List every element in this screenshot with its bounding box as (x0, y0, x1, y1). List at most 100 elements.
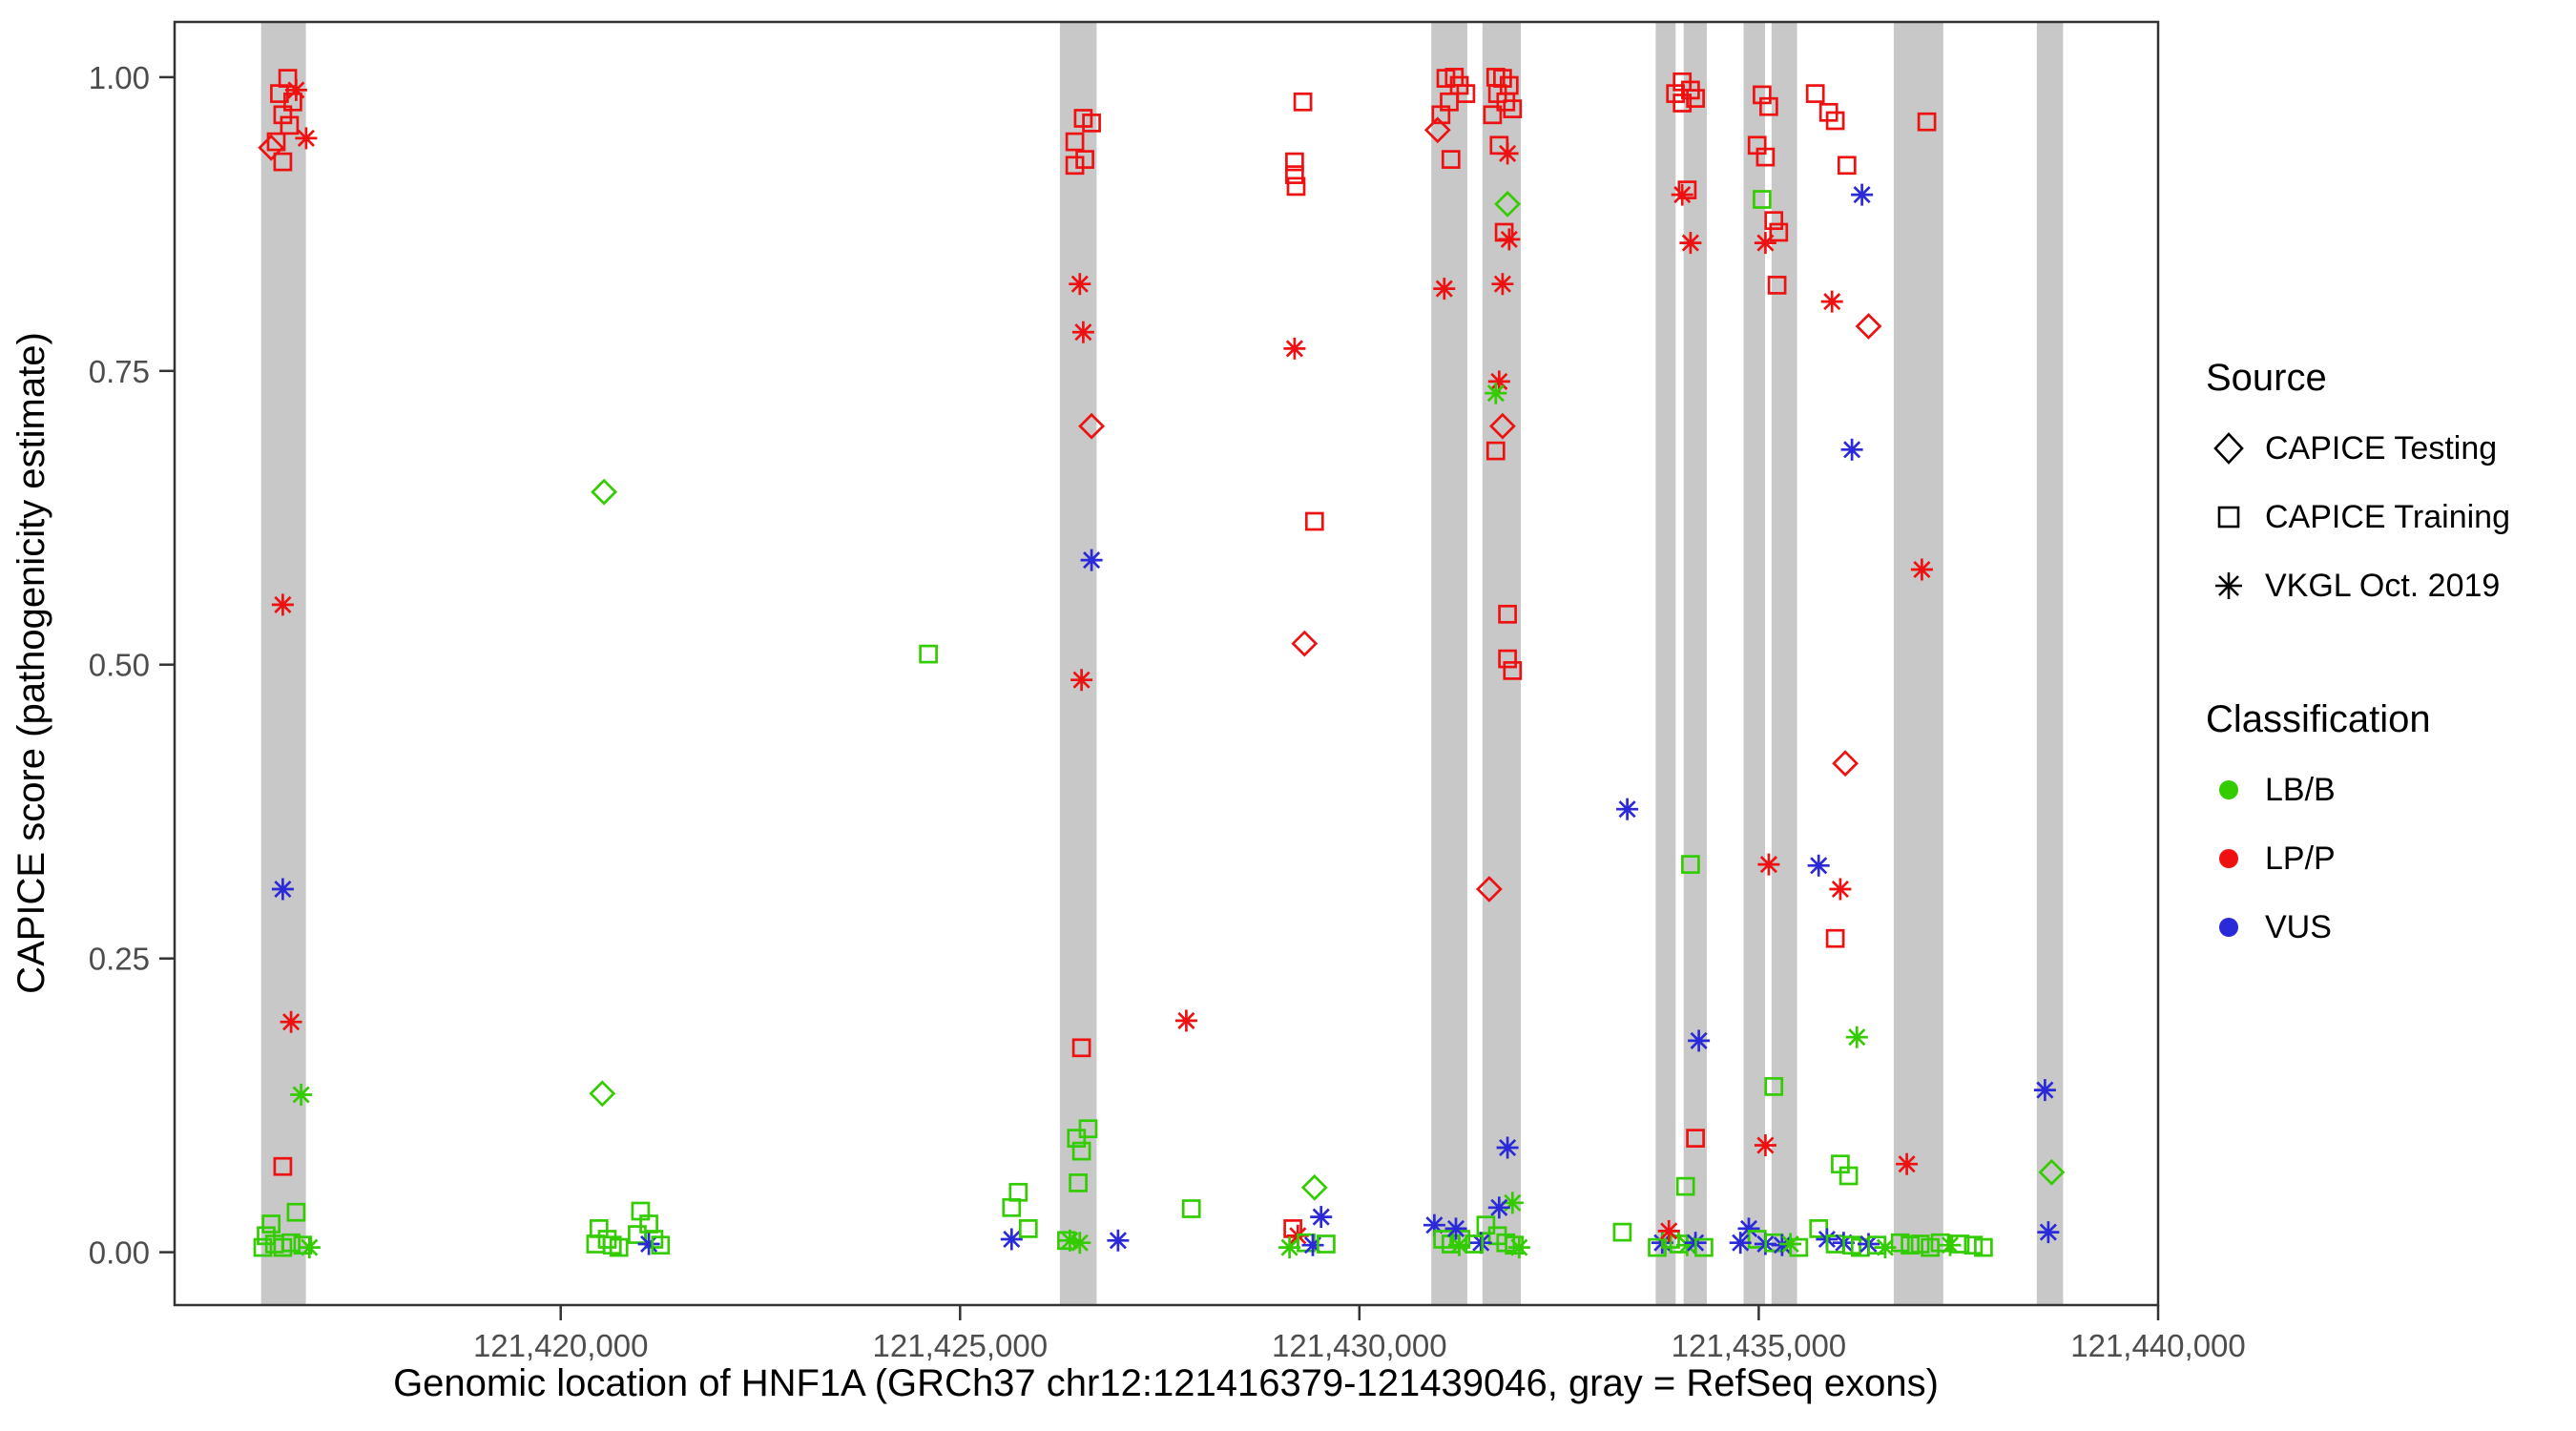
data-point (1754, 232, 1776, 255)
data-point (1286, 176, 1306, 197)
x-axis-tick-label: 121,425,000 (873, 1328, 1049, 1363)
data-point (1494, 190, 1522, 218)
legend-label-lbb: LB/B (2265, 771, 2336, 808)
data-point (1078, 1119, 1098, 1139)
data-point (1753, 190, 1772, 209)
data-point (1671, 183, 1693, 206)
data-point (1910, 558, 1933, 581)
x-axis-tick-label: 121,435,000 (1672, 1328, 1847, 1363)
y-axis-tick-label: 0.50 (89, 648, 150, 683)
y-axis-tick-label: 0.75 (89, 354, 150, 389)
data-point (273, 152, 293, 172)
data-point (1974, 1237, 1993, 1257)
data-point (1107, 1229, 1130, 1252)
data-point (281, 1233, 301, 1253)
data-point (1285, 152, 1304, 172)
data-point (1057, 1231, 1076, 1251)
data-point (1754, 1134, 1776, 1156)
data-point (1839, 1166, 1859, 1186)
data-point (1657, 1219, 1680, 1242)
data-point (1488, 412, 1516, 440)
green-dot-icon (2219, 780, 2238, 799)
legend-spacer (2206, 620, 2574, 696)
data-point (1485, 382, 1507, 404)
data-point (273, 1156, 293, 1176)
x-axis-title: Genomic location of HNF1A (GRCh37 chr12:… (393, 1362, 1939, 1404)
y-axis-tick-label: 1.00 (89, 60, 150, 95)
legend-source-title: Source (2206, 357, 2327, 399)
data-point (1901, 1235, 1920, 1255)
legend-item-capice-testing: CAPICE Testing (2206, 414, 2574, 483)
data-point (261, 1214, 281, 1234)
data-point (1694, 1237, 1714, 1257)
exon-band (1683, 22, 1707, 1305)
data-point (1910, 1234, 1930, 1254)
data-point (602, 1235, 622, 1255)
data-point (1616, 798, 1639, 820)
data-point (1963, 1235, 1984, 1255)
data-point (919, 644, 938, 664)
data-point (1825, 928, 1845, 948)
data-point (1507, 1236, 1530, 1259)
data-point (1491, 273, 1514, 296)
data-point (1018, 1219, 1038, 1238)
data-point (266, 132, 286, 152)
data-point (1069, 1173, 1088, 1192)
legend-item-vus: VUS (2206, 893, 2574, 962)
data-point (286, 1202, 306, 1222)
legend-item-lbb: LB/B (2206, 756, 2574, 824)
legend-label-lpp: LP/P (2265, 840, 2336, 877)
data-point (1065, 156, 1085, 176)
data-point (1002, 1197, 1022, 1217)
data-point (1441, 150, 1461, 169)
data-point (1278, 1236, 1301, 1259)
data-point (280, 115, 300, 135)
data-points (253, 68, 2066, 1259)
data-point (273, 105, 293, 125)
legend-item-vkgl: VKGL Oct. 2019 (2206, 551, 2574, 620)
data-point (1753, 85, 1772, 105)
data-point (1423, 116, 1451, 144)
data-point (1498, 604, 1517, 624)
data-point (1729, 1232, 1752, 1255)
x-axis-tick-label: 121,440,000 (2070, 1328, 2246, 1363)
data-point (258, 134, 285, 161)
legend-label-vus: VUS (2265, 908, 2332, 945)
data-point (1939, 1234, 1962, 1256)
data-point (1755, 147, 1776, 167)
data-point (1807, 854, 1830, 877)
data-point (1080, 549, 1103, 571)
data-point (1890, 1233, 1910, 1253)
data-point (2038, 1158, 2066, 1186)
x-axis-tick-label: 121,430,000 (1272, 1328, 1447, 1363)
data-point (1487, 1196, 1510, 1219)
exon-band (2036, 22, 2064, 1305)
data-point (298, 1236, 321, 1259)
data-point (1829, 878, 1852, 901)
data-point (290, 1084, 313, 1106)
data-point (1433, 278, 1456, 301)
data-point (1805, 84, 1825, 103)
data-point (1809, 1219, 1829, 1238)
legend-item-lpp: LP/P (2206, 824, 2574, 893)
data-point (1181, 1199, 1201, 1218)
data-point (1293, 92, 1313, 112)
data-point (1648, 1237, 1667, 1257)
data-point (1304, 511, 1324, 531)
data-point (586, 1234, 606, 1254)
exon-band (1655, 22, 1676, 1305)
blue-dot-icon (2219, 918, 2238, 937)
data-point (1917, 112, 1937, 132)
data-point (1291, 630, 1319, 657)
data-point (1300, 1173, 1328, 1201)
data-point (1496, 1136, 1519, 1159)
data-point (609, 1237, 629, 1257)
data-point (1476, 1215, 1496, 1235)
y-axis-tick-label: 0.25 (89, 942, 150, 977)
data-point (1840, 438, 1863, 461)
data-point (278, 69, 298, 88)
data-point (1759, 96, 1778, 116)
data-point (295, 127, 318, 150)
data-point (1681, 855, 1700, 874)
